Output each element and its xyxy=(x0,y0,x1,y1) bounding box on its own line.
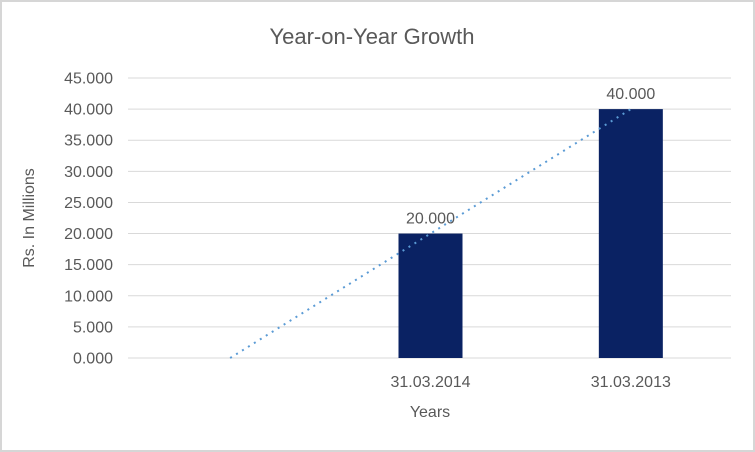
y-axis-title: Rs. In Millions xyxy=(21,168,38,268)
bar[interactable] xyxy=(398,233,463,358)
y-tick-label: 15.000 xyxy=(64,257,113,274)
bar[interactable] xyxy=(598,109,663,358)
bar-data-label: 40.000 xyxy=(606,86,655,103)
x-category-label: 31.03.2013 xyxy=(591,374,671,391)
bar-data-label: 20.000 xyxy=(406,211,455,228)
y-tick-label: 20.000 xyxy=(64,226,113,243)
trendline[interactable] xyxy=(229,108,632,359)
y-tick-label: 40.000 xyxy=(64,102,113,119)
x-category-label: 31.03.2014 xyxy=(390,374,470,391)
category-labels: 31.03.2014 31.03.2013 xyxy=(390,374,671,391)
y-tick-label: 0.000 xyxy=(73,351,113,368)
y-tick-label: 30.000 xyxy=(64,164,113,181)
trendline-group[interactable] xyxy=(229,108,632,359)
data-labels: 20.000 40.000 xyxy=(406,86,655,227)
y-tick-label: 5.000 xyxy=(73,319,113,336)
bar-series[interactable] xyxy=(398,109,663,358)
chart-title: Year-on-Year Growth xyxy=(269,24,474,49)
y-tick-label: 10.000 xyxy=(64,288,113,305)
y-axis-tick-labels: 45.000 40.000 35.000 30.000 25.000 20.000 15.0… xyxy=(64,71,113,368)
y-tick-label: 35.000 xyxy=(64,133,113,150)
y-tick-label: 45.000 xyxy=(64,71,113,88)
y-tick-label: 25.000 xyxy=(64,195,113,212)
x-axis-title: Years xyxy=(410,404,450,421)
